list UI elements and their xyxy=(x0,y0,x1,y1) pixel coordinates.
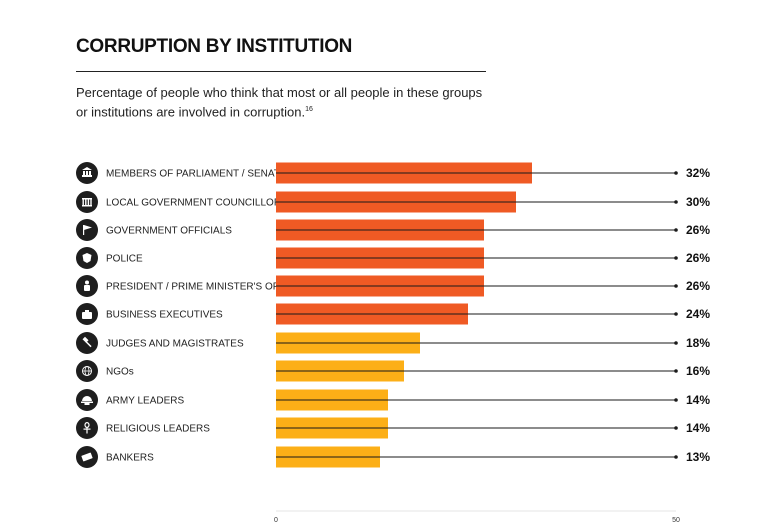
bar-row: ARMY LEADERS 14% xyxy=(76,389,710,411)
parliament-icon xyxy=(76,162,98,184)
leader-dot xyxy=(674,256,678,260)
leader-dot xyxy=(674,455,678,459)
town-hall-icon xyxy=(76,191,98,213)
category-label: MEMBERS OF PARLIAMENT / SENATORS xyxy=(106,169,302,180)
category-label: JUDGES AND MAGISTRATES xyxy=(106,339,244,350)
globe-icon xyxy=(76,360,98,382)
president-icon xyxy=(76,275,98,297)
category-label: BANKERS xyxy=(106,453,154,464)
category-label: GOVERNMENT OFFICIALS xyxy=(106,226,232,237)
chart-subtitle: Percentage of people who think that most… xyxy=(76,84,496,120)
category-label: BUSINESS EXECUTIVES xyxy=(106,310,223,321)
x-tick-label: 50 xyxy=(672,517,680,524)
ankh-icon xyxy=(76,417,98,439)
bar-row: BANKERS 13% xyxy=(76,446,710,468)
icon-background xyxy=(76,191,98,213)
value-label: 26% xyxy=(686,279,710,293)
value-label: 18% xyxy=(686,336,710,350)
leader-dot xyxy=(674,369,678,373)
icon-background xyxy=(76,219,98,241)
bar-row: JUDGES AND MAGISTRATES 18% xyxy=(76,332,710,354)
leader-dot xyxy=(674,200,678,204)
leader-dot xyxy=(674,284,678,288)
leader-dot xyxy=(674,312,678,316)
subtitle-text: Percentage of people who think that most… xyxy=(76,85,483,120)
value-label: 32% xyxy=(686,166,710,180)
category-label: ARMY LEADERS xyxy=(106,396,185,407)
title-divider xyxy=(76,71,486,72)
value-label: 16% xyxy=(686,364,710,378)
category-label: NGOs xyxy=(106,367,134,378)
flag-icon xyxy=(76,219,98,241)
gavel-icon xyxy=(76,332,98,354)
category-label: RELIGIOUS LEADERS xyxy=(106,424,210,435)
leader-dot xyxy=(674,171,678,175)
briefcase-icon xyxy=(76,303,98,325)
value-label: 26% xyxy=(686,251,710,265)
police-badge-icon xyxy=(76,247,98,269)
value-label: 13% xyxy=(686,450,710,464)
leader-dot xyxy=(674,228,678,232)
value-label: 24% xyxy=(686,307,710,321)
bar-row: BUSINESS EXECUTIVES 24% xyxy=(76,303,710,325)
leader-dot xyxy=(674,398,678,402)
bar-row: LOCAL GOVERNMENT COUNCILLORS 30% xyxy=(76,191,710,213)
bar-row: PRESIDENT / PRIME MINISTER'S OFFICE 26% xyxy=(76,275,710,297)
army-helmet-icon xyxy=(76,389,98,411)
value-label: 14% xyxy=(686,421,710,435)
value-label: 14% xyxy=(686,393,710,407)
category-label: POLICE xyxy=(106,254,143,265)
bar-row: MEMBERS OF PARLIAMENT / SENATORS 32% xyxy=(76,162,710,184)
bar-row: RELIGIOUS LEADERS 14% xyxy=(76,417,710,439)
x-tick-label: 0 xyxy=(274,517,278,524)
chart-title: CORRUPTION BY INSTITUTION xyxy=(76,36,353,57)
bar-row: POLICE 26% xyxy=(76,247,710,269)
bar-row: GOVERNMENT OFFICIALS 26% xyxy=(76,219,710,241)
bar-row: NGOs 16% xyxy=(76,360,710,382)
footnote-marker: 16 xyxy=(305,106,313,113)
leader-dot xyxy=(674,341,678,345)
leader-dot xyxy=(674,426,678,430)
money-icon xyxy=(76,446,98,468)
value-label: 30% xyxy=(686,195,710,209)
value-label: 26% xyxy=(686,223,710,237)
category-label: PRESIDENT / PRIME MINISTER'S OFFICE xyxy=(106,282,302,293)
category-label: LOCAL GOVERNMENT COUNCILLORS xyxy=(106,198,288,209)
